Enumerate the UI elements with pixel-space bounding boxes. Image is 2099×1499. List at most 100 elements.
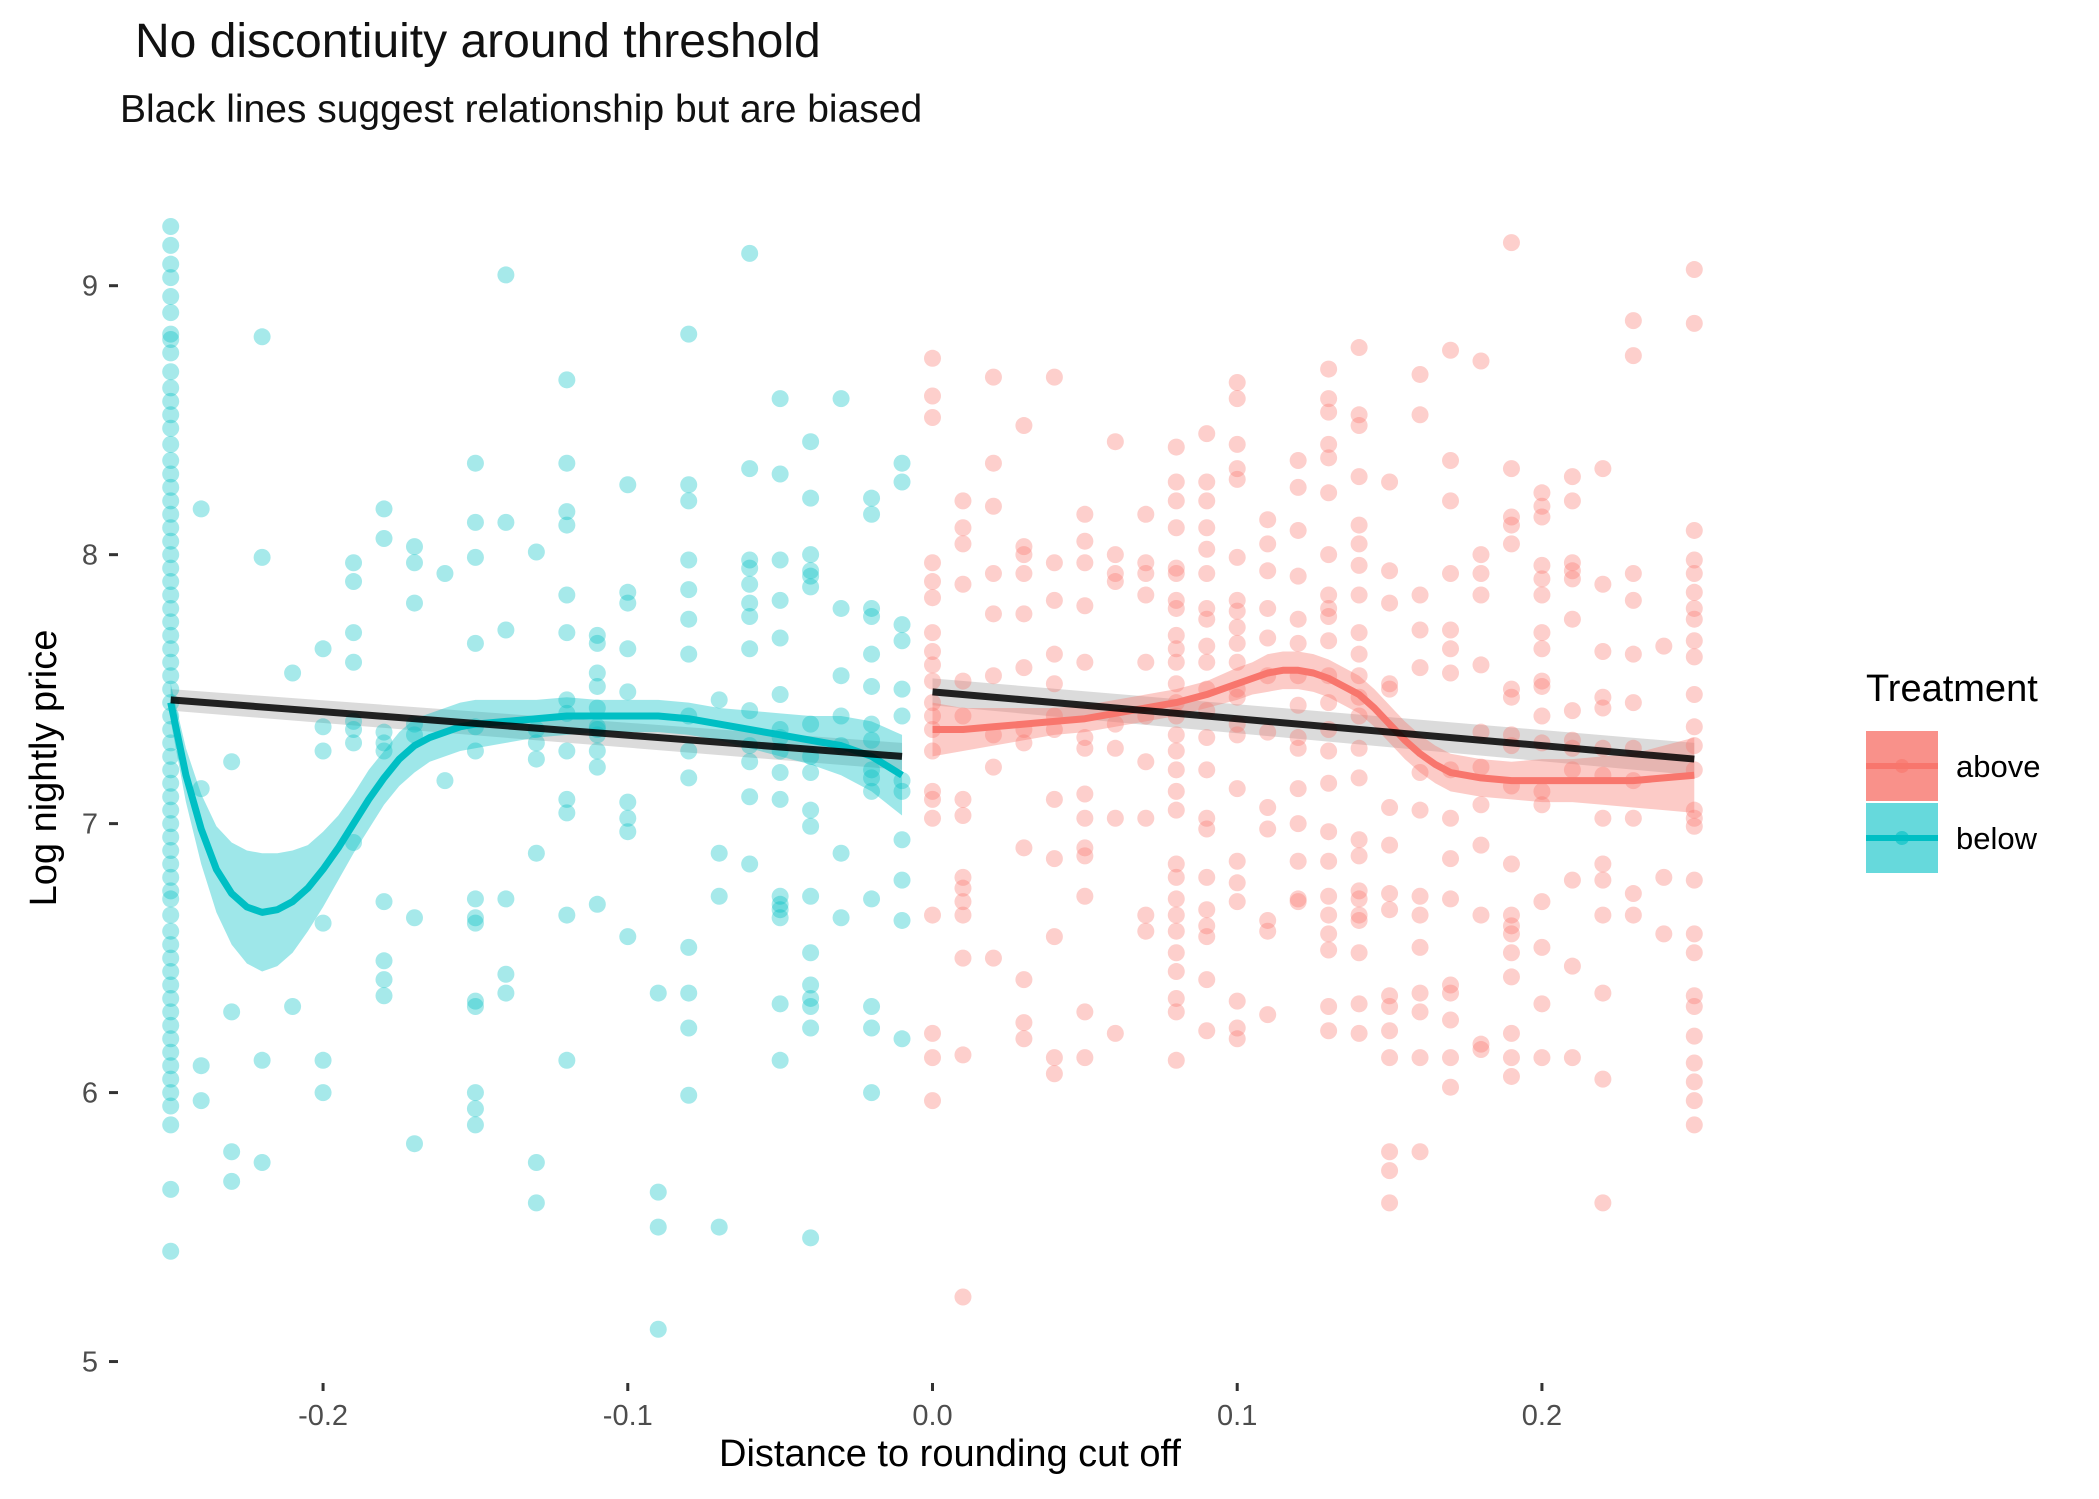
point-above (1015, 417, 1033, 435)
point-above (1563, 554, 1581, 572)
point-below (802, 562, 820, 580)
point-above (924, 387, 941, 405)
point-below (162, 868, 180, 886)
point-below (345, 624, 363, 642)
point-below (314, 1084, 332, 1102)
point-above (1502, 1049, 1520, 1067)
point-below (284, 998, 302, 1016)
point-above (1594, 699, 1612, 717)
point-above (1350, 882, 1368, 900)
point-below (162, 906, 180, 924)
x-tick-label: -0.2 (298, 1400, 348, 1432)
point-below (863, 505, 881, 523)
point-below (771, 1051, 789, 1069)
point-below (863, 769, 881, 787)
point-above (1442, 492, 1460, 510)
point-below (771, 909, 789, 927)
point-above (1533, 1049, 1551, 1067)
point-above (1198, 868, 1216, 886)
point-below (619, 583, 637, 601)
point-below (375, 893, 393, 911)
point-below (162, 363, 180, 381)
point-above (1228, 852, 1246, 870)
point-above (1685, 1054, 1703, 1072)
point-above (1594, 1070, 1612, 1088)
point-above (1350, 535, 1368, 553)
point-below (162, 287, 180, 305)
point-above (984, 605, 1002, 623)
point-above (1198, 540, 1216, 558)
point-below (162, 815, 180, 833)
point-below (405, 594, 423, 612)
point-above (1259, 820, 1277, 838)
point-above (984, 949, 1002, 967)
point-above (1320, 435, 1338, 453)
point-above (924, 408, 941, 426)
point-above (1259, 911, 1277, 929)
point-below (162, 989, 180, 1007)
point-below (680, 610, 698, 628)
point-below (863, 608, 881, 626)
point-above (1320, 774, 1338, 792)
point-below (466, 914, 484, 932)
point-above (924, 672, 941, 690)
point-above (1685, 583, 1703, 601)
point-below (223, 1003, 241, 1021)
point-below (802, 976, 820, 994)
point-above (1259, 562, 1277, 580)
point-above (1350, 417, 1368, 435)
point-above (1320, 586, 1338, 604)
point-above (1045, 591, 1063, 609)
point-above (1320, 906, 1338, 924)
point-above (924, 906, 941, 924)
point-below (802, 801, 820, 819)
point-above (1259, 723, 1277, 741)
point-above (1350, 468, 1368, 486)
point-below (649, 1320, 667, 1338)
point-above (1594, 575, 1612, 593)
point-above (1381, 1194, 1399, 1212)
point-above (924, 1049, 941, 1067)
x-axis-title: Distance to rounding cut off (719, 1433, 1181, 1475)
point-above (1624, 564, 1642, 582)
point-above (1411, 938, 1429, 956)
point-above (1381, 562, 1399, 580)
point-above (1411, 365, 1429, 383)
point-above (1198, 425, 1216, 443)
point-above (924, 742, 941, 760)
point-above (1167, 906, 1185, 924)
point-above (1289, 634, 1307, 652)
point-below (162, 613, 180, 631)
point-below (162, 379, 180, 397)
point-above (1381, 1162, 1399, 1180)
point-below (710, 844, 728, 862)
point-above (1533, 782, 1551, 800)
point-above (1685, 564, 1703, 582)
point-above (1563, 702, 1581, 720)
point-above (1259, 1006, 1277, 1024)
point-below (436, 564, 454, 582)
point-above (1411, 621, 1429, 639)
point-below (162, 519, 180, 537)
point-above (1533, 484, 1551, 502)
axes: -0.2 -0.1 0.0 0.1 0.2 5 6 7 8 9 (82, 271, 1562, 1432)
point-below (558, 371, 576, 389)
point-below (802, 1229, 820, 1247)
point-above (1045, 554, 1063, 572)
point-above (1167, 801, 1185, 819)
point-below (588, 664, 606, 682)
point-above (1198, 761, 1216, 779)
point-below (863, 715, 881, 733)
point-below (466, 742, 484, 760)
point-below (680, 769, 698, 787)
point-above (954, 519, 972, 537)
point-above (1533, 995, 1551, 1013)
point-below (893, 616, 911, 634)
y-tick-label: 9 (82, 271, 98, 303)
point-above (1076, 809, 1094, 827)
point-above (1442, 1011, 1460, 1029)
point-above (1350, 667, 1368, 685)
point-above (1685, 925, 1703, 943)
point-above (1228, 653, 1246, 671)
point-above (1502, 944, 1520, 962)
